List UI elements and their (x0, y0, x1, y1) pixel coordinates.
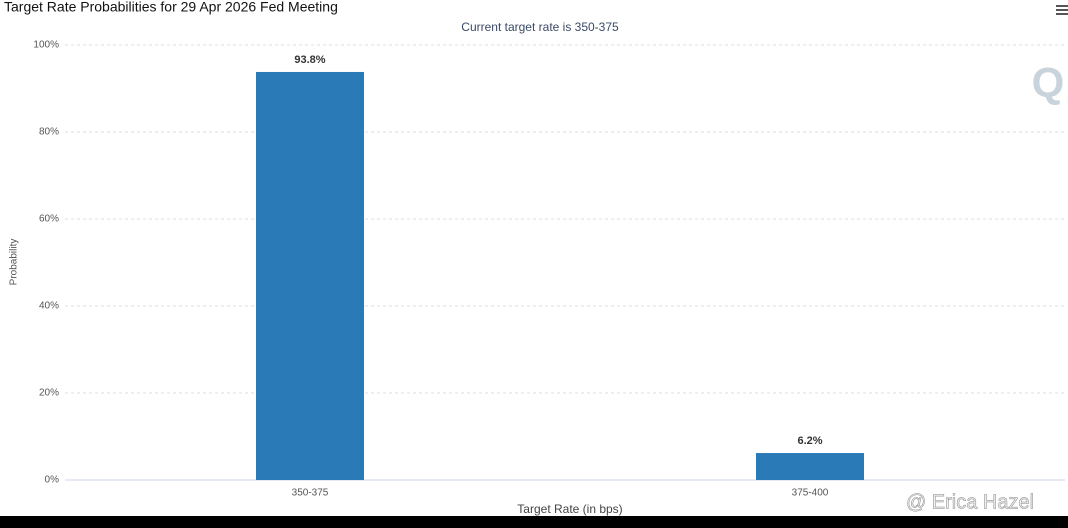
logo: Q (1032, 59, 1065, 106)
bar (756, 453, 864, 480)
data-label: 93.8% (294, 54, 325, 66)
data-label: 6.2% (797, 435, 822, 447)
x-tick-label: 375-400 (792, 488, 829, 499)
chart-title: Target Rate Probabilities for 29 Apr 202… (4, 0, 338, 15)
x-axis-label: Target Rate (in bps) (517, 502, 622, 516)
y-tick-label: 60% (39, 214, 59, 225)
bottom-strip (0, 516, 1068, 528)
y-tick-label: 40% (39, 301, 59, 312)
menu-button[interactable] (1054, 4, 1068, 18)
watermark: @ Erica Hazel (906, 491, 1034, 513)
chart-subtitle: Current target rate is 350-375 (461, 20, 619, 34)
y-axis-label: Probability (9, 239, 20, 286)
y-tick-label: 0% (45, 475, 60, 486)
x-tick-label: 350-375 (292, 488, 329, 499)
y-tick-label: 20% (39, 388, 59, 399)
y-tick-label: 100% (33, 40, 59, 51)
bar (256, 71, 364, 480)
y-tick-label: 80% (39, 127, 59, 138)
